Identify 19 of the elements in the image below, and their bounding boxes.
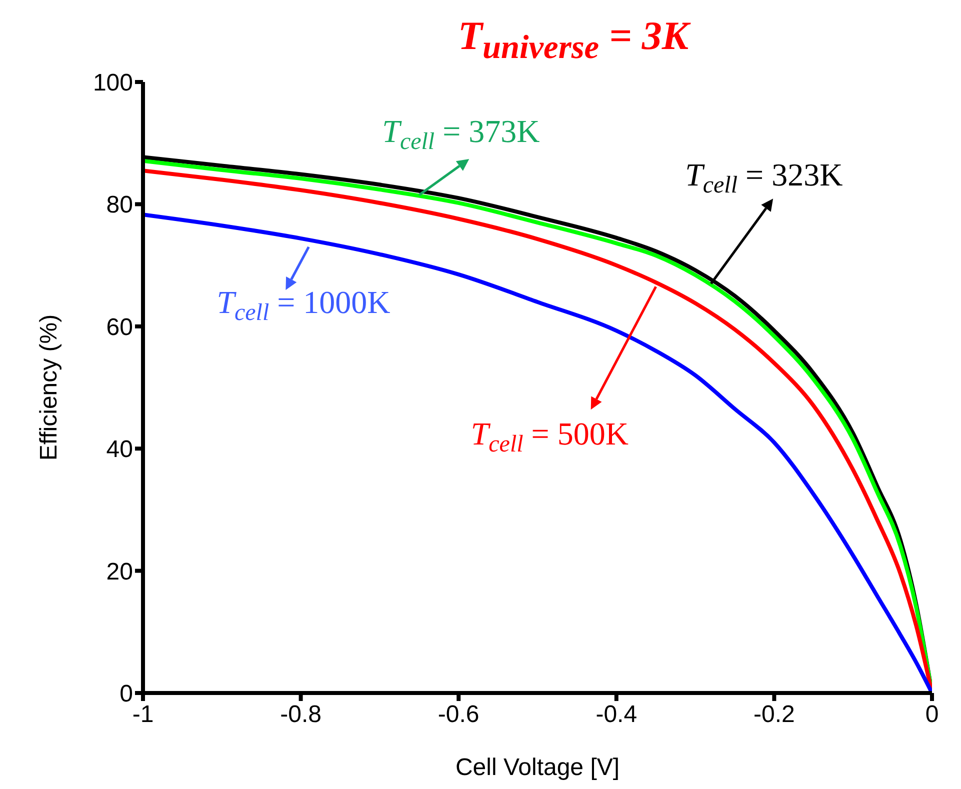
x-tick-label: -0.4 [596, 701, 638, 728]
y-tick-label: 40 [106, 436, 133, 464]
annotation: T$_{cell}$ = 373K [382, 113, 540, 156]
y-tick-label: 100 [92, 70, 133, 97]
y-tick-label: 80 [106, 192, 133, 219]
x-tick-label: -1 [132, 701, 154, 728]
y-tick-label: 0 [120, 680, 133, 708]
chart-title: T$_{universe}$ = 3K [458, 12, 689, 67]
y-tick-label: 60 [106, 314, 133, 341]
annotation: T$_{cell}$ = 500K [470, 416, 628, 458]
annotation: T$_{cell}$ = 323K [685, 156, 843, 199]
x-tick-label: -0.8 [280, 701, 322, 728]
x-tick-label: 0 [925, 701, 939, 728]
y-axis-title: Efficiency (%) [36, 314, 63, 461]
annotation: T$_{cell}$ = 1000K [216, 284, 390, 326]
y-tick-label: 20 [106, 558, 133, 586]
x-tick-label: -0.6 [438, 701, 480, 728]
x-tick-label: -0.2 [754, 701, 795, 728]
x-axis-title: Cell Voltage [V] [455, 754, 620, 781]
